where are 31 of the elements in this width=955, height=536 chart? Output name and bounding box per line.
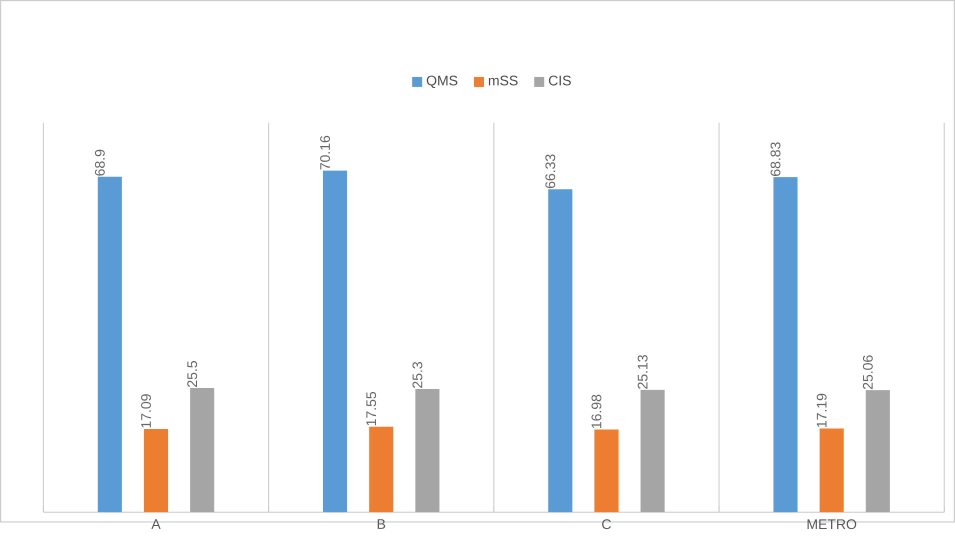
data-label: 66.33 bbox=[545, 154, 556, 188]
data-label: 70.16 bbox=[320, 136, 330, 170]
x-tick-label: B bbox=[378, 519, 386, 529]
legend-label: QMS bbox=[426, 76, 458, 88]
x-tick-label: A bbox=[151, 519, 161, 529]
data-label: 68.9 bbox=[94, 150, 105, 176]
data-label: 17.19 bbox=[816, 394, 827, 428]
bar bbox=[190, 388, 214, 512]
bar bbox=[594, 430, 618, 512]
bar bbox=[640, 390, 665, 512]
data-label: 17.55 bbox=[366, 392, 376, 426]
bar bbox=[323, 170, 348, 512]
bar bbox=[98, 176, 122, 512]
legend-label: CIS bbox=[548, 76, 571, 86]
bar bbox=[820, 428, 844, 512]
bar bbox=[866, 390, 890, 512]
bar bbox=[773, 177, 798, 512]
bar bbox=[415, 389, 440, 512]
data-label: 25.13 bbox=[638, 355, 648, 389]
x-tick-label: METRO bbox=[808, 519, 856, 530]
data-label: 16.98 bbox=[592, 394, 602, 428]
legend-label: mSS bbox=[488, 76, 518, 86]
data-label: 25.5 bbox=[187, 361, 198, 388]
bar bbox=[548, 189, 572, 512]
data-label: 68.83 bbox=[770, 142, 780, 176]
data-label: 17.09 bbox=[141, 394, 151, 428]
bar bbox=[144, 429, 168, 512]
bar bbox=[369, 426, 394, 512]
data-label: 25.06 bbox=[862, 356, 873, 390]
x-tick-label: C bbox=[602, 519, 611, 530]
data-label: 25.3 bbox=[412, 362, 422, 388]
